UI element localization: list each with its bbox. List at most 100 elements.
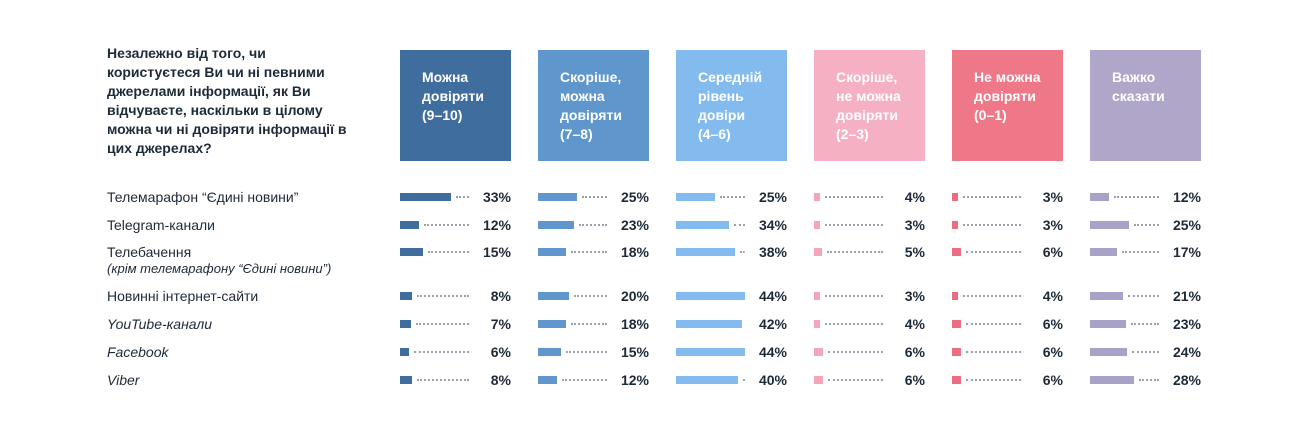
- value-label-s5-r6: 6%: [1042, 344, 1063, 360]
- bar-s3-r6: [676, 348, 745, 356]
- bar-s4-r7: [814, 376, 823, 384]
- bar-s1-r4: [400, 292, 412, 300]
- leader-dots-s2-r7: [562, 379, 607, 381]
- bar-s2-r4: [538, 292, 569, 300]
- bar-s3-r2: [676, 221, 729, 229]
- bar-s2-r6: [538, 348, 561, 356]
- bar-s2-r7: [538, 376, 557, 384]
- bar-s5-r4: [952, 292, 958, 300]
- row-label-7: Viber: [107, 372, 140, 388]
- leader-dots-s4-r5: [825, 323, 883, 325]
- row-label-3: Телебачення: [107, 244, 192, 260]
- leader-dots-s4-r3: [827, 251, 883, 253]
- bar-s5-r3: [952, 248, 961, 256]
- bar-s2-r3: [538, 248, 566, 256]
- bar-s3-r1: [676, 193, 715, 201]
- value-label-s1-r6: 6%: [490, 344, 511, 360]
- leader-dots-s2-r2: [579, 224, 607, 226]
- value-label-s6-r2: 25%: [1172, 217, 1201, 233]
- leader-dots-s4-r1: [825, 196, 883, 198]
- value-label-s3-r6: 44%: [758, 344, 787, 360]
- bar-s6-r5: [1090, 320, 1126, 328]
- bar-s1-r3: [400, 248, 423, 256]
- bar-s6-r3: [1090, 248, 1117, 256]
- bar-s5-r1: [952, 193, 958, 201]
- value-label-s6-r6: 24%: [1172, 344, 1201, 360]
- bar-s3-r5: [676, 320, 742, 328]
- bar-s3-r7: [676, 376, 738, 384]
- value-label-s1-r3: 15%: [482, 244, 511, 260]
- leader-dots-s6-r1: [1114, 196, 1159, 198]
- leader-dots-s3-r1: [720, 196, 745, 198]
- leader-dots-s4-r7: [828, 379, 883, 381]
- leader-dots-s6-r6: [1132, 351, 1159, 353]
- row-label-5: YouTube-канали: [107, 316, 213, 332]
- value-label-s3-r2: 34%: [758, 217, 787, 233]
- leader-dots-s1-r6: [414, 351, 469, 353]
- value-label-s2-r4: 20%: [620, 288, 649, 304]
- leader-dots-s1-r5: [416, 323, 469, 325]
- value-label-s6-r5: 23%: [1172, 316, 1201, 332]
- row-label-4: Новинні інтернет-сайти: [107, 288, 259, 304]
- value-label-s4-r2: 3%: [904, 217, 925, 233]
- value-label-s2-r6: 15%: [620, 344, 649, 360]
- value-label-s1-r2: 12%: [482, 217, 511, 233]
- bar-s3-r4: [676, 292, 745, 300]
- bar-s5-r5: [952, 320, 961, 328]
- leader-dots-s1-r4: [417, 295, 469, 297]
- bar-s2-r2: [538, 221, 574, 229]
- leader-dots-s4-r4: [825, 295, 883, 297]
- value-label-s6-r3: 17%: [1172, 244, 1201, 260]
- leader-dots-s6-r3: [1122, 251, 1159, 253]
- bar-s5-r7: [952, 376, 961, 384]
- bar-s1-r7: [400, 376, 412, 384]
- value-label-s2-r7: 12%: [620, 372, 649, 388]
- bar-s4-r5: [814, 320, 820, 328]
- value-label-s5-r2: 3%: [1042, 217, 1063, 233]
- leader-dots-s5-r7: [966, 379, 1021, 381]
- value-label-s1-r1: 33%: [482, 189, 511, 205]
- bar-s4-r2: [814, 221, 820, 229]
- bar-s4-r3: [814, 248, 822, 256]
- value-label-s2-r2: 23%: [620, 217, 649, 233]
- bar-s6-r6: [1090, 348, 1127, 356]
- value-label-s6-r4: 21%: [1172, 288, 1201, 304]
- value-label-s3-r5: 42%: [758, 316, 787, 332]
- leader-dots-s6-r7: [1139, 379, 1159, 381]
- bar-s4-r1: [814, 193, 820, 201]
- leader-dots-s5-r6: [966, 351, 1021, 353]
- leader-dots-s1-r2: [424, 224, 469, 226]
- value-label-s5-r4: 4%: [1042, 288, 1063, 304]
- value-label-s4-r7: 6%: [904, 372, 925, 388]
- value-label-s2-r3: 18%: [620, 244, 649, 260]
- value-label-s5-r7: 6%: [1042, 372, 1063, 388]
- value-label-s4-r3: 5%: [904, 244, 925, 260]
- bar-s1-r6: [400, 348, 409, 356]
- bar-s1-r5: [400, 320, 411, 328]
- leader-dots-s2-r6: [566, 351, 607, 353]
- value-label-s6-r7: 28%: [1172, 372, 1201, 388]
- leader-dots-s2-r3: [571, 251, 607, 253]
- value-label-s6-r1: 12%: [1172, 189, 1201, 205]
- value-label-s3-r7: 40%: [758, 372, 787, 388]
- value-label-s2-r1: 25%: [620, 189, 649, 205]
- row-label-1: Телемарафон “Єдині новини”: [107, 189, 299, 205]
- row-label-6: Facebook: [107, 344, 169, 360]
- value-label-s4-r5: 4%: [904, 316, 925, 332]
- bar-s6-r2: [1090, 221, 1129, 229]
- column-header-5: Не можна довіряти (0–1): [952, 50, 1063, 161]
- leader-dots-s1-r3: [428, 251, 469, 253]
- value-label-s3-r4: 44%: [758, 288, 787, 304]
- leader-dots-s1-r1: [456, 196, 469, 198]
- leader-dots-s5-r4: [963, 295, 1021, 297]
- value-label-s5-r1: 3%: [1042, 189, 1063, 205]
- bar-s1-r1: [400, 193, 451, 201]
- bar-s6-r1: [1090, 193, 1109, 201]
- bar-s4-r4: [814, 292, 820, 300]
- value-label-s4-r4: 3%: [904, 288, 925, 304]
- bar-s3-r3: [676, 248, 735, 256]
- value-label-s1-r4: 8%: [490, 288, 511, 304]
- row-sublabel-3: (крім телемарафону “Єдині новини”): [107, 261, 332, 276]
- leader-dots-s3-r2: [734, 224, 745, 226]
- leader-dots-s4-r6: [828, 351, 883, 353]
